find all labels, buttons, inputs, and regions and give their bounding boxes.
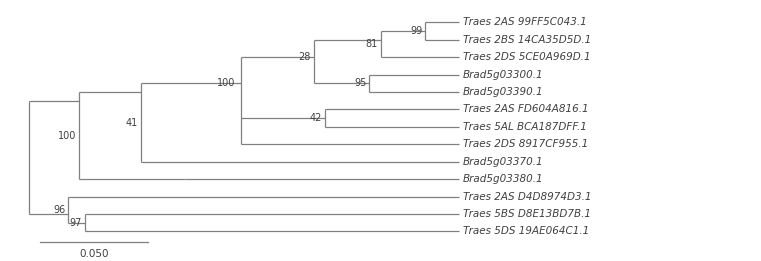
- Text: 81: 81: [365, 39, 377, 49]
- Text: 99: 99: [410, 26, 422, 36]
- Text: 28: 28: [298, 52, 310, 62]
- Text: Brad5g03380.1: Brad5g03380.1: [463, 174, 543, 184]
- Text: 97: 97: [70, 218, 82, 228]
- Text: 96: 96: [53, 205, 65, 215]
- Text: Brad5g03300.1: Brad5g03300.1: [463, 70, 543, 80]
- Text: Traes 2AS FD604A816.1: Traes 2AS FD604A816.1: [463, 104, 589, 115]
- Text: Traes 2BS 14CA35D5D.1: Traes 2BS 14CA35D5D.1: [463, 35, 591, 45]
- Text: 0.050: 0.050: [79, 249, 109, 259]
- Text: 42: 42: [310, 113, 322, 123]
- Text: Traes 5AL BCA187DFF.1: Traes 5AL BCA187DFF.1: [463, 122, 587, 132]
- Text: 41: 41: [126, 117, 138, 128]
- Text: Traes 2AS D4D8974D3.1: Traes 2AS D4D8974D3.1: [463, 192, 591, 201]
- Text: Traes 2AS 99FF5C043.1: Traes 2AS 99FF5C043.1: [463, 17, 587, 27]
- Text: 100: 100: [217, 78, 236, 88]
- Text: Brad5g03370.1: Brad5g03370.1: [463, 157, 543, 167]
- Text: Traes 5DS 19AE064C1.1: Traes 5DS 19AE064C1.1: [463, 227, 589, 236]
- Text: Traes 2DS 8917CF955.1: Traes 2DS 8917CF955.1: [463, 139, 588, 149]
- Text: 100: 100: [59, 130, 77, 141]
- Text: Brad5g03390.1: Brad5g03390.1: [463, 87, 543, 97]
- Text: Traes 5BS D8E13BD7B.1: Traes 5BS D8E13BD7B.1: [463, 209, 591, 219]
- Text: Traes 2DS 5CE0A969D.1: Traes 2DS 5CE0A969D.1: [463, 52, 591, 62]
- Text: 95: 95: [354, 78, 367, 88]
